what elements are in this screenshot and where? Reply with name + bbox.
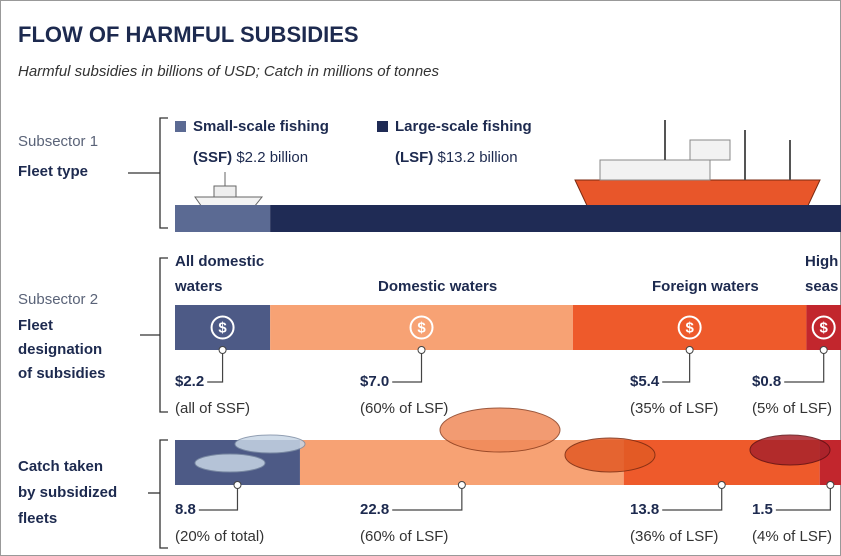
connector-dot — [686, 347, 693, 354]
bar-segment — [270, 205, 841, 232]
value-note: (20% of total) — [175, 528, 264, 545]
bar-segment — [175, 205, 270, 232]
connector-dot — [234, 482, 241, 489]
row-heading: by subsidized — [18, 484, 117, 501]
value-label: 13.8 — [630, 501, 659, 518]
abbr: (SSF) — [193, 149, 232, 166]
row-heading: of subsidies — [18, 365, 106, 382]
value-note: (36% of LSF) — [630, 528, 718, 545]
abbr: (LSF) — [395, 149, 433, 166]
legend-swatch — [175, 121, 186, 132]
row-heading: Fleet — [18, 317, 53, 334]
segment-header: All domestic — [175, 253, 264, 270]
amount: $13.2 billion — [438, 149, 518, 166]
connector-dot — [219, 347, 226, 354]
segment-header: Foreign waters — [652, 278, 759, 295]
subtitle: Harmful subsidies in billions of USD; Ca… — [18, 63, 440, 80]
value-note: (all of SSF) — [175, 400, 250, 417]
row-heading: Fleet type — [18, 163, 88, 180]
dollar-symbol: $ — [685, 319, 694, 336]
dollar-symbol: $ — [820, 319, 829, 336]
value-label: $7.0 — [360, 373, 389, 390]
legend-amount: (SSF) $2.2 billion — [193, 149, 308, 166]
dollar-symbol: $ — [218, 319, 227, 336]
value-label: $0.8 — [752, 373, 781, 390]
infographic: FLOW OF HARMFUL SUBSIDIES Harmful subsid… — [0, 0, 841, 556]
connector-dot — [458, 482, 465, 489]
value-note: (60% of LSF) — [360, 400, 448, 417]
row-heading: designation — [18, 341, 102, 358]
row-heading: fleets — [18, 510, 57, 527]
connector-dot — [820, 347, 827, 354]
value-label: $5.4 — [630, 373, 660, 390]
value-label: 1.5 — [752, 501, 773, 518]
legend-name: Small-scale fishing — [193, 118, 329, 135]
amount: $2.2 billion — [236, 149, 308, 166]
value-label: 22.8 — [360, 501, 389, 518]
value-note: (5% of LSF) — [752, 400, 832, 417]
title: FLOW OF HARMFUL SUBSIDIES — [18, 22, 359, 47]
legend-name: Large-scale fishing — [395, 118, 532, 135]
value-label: $2.2 — [175, 373, 204, 390]
segment-header: seas — [805, 278, 838, 295]
subsector-label: Subsector 1 — [18, 133, 98, 150]
segment-header: waters — [174, 278, 223, 295]
value-label: 8.8 — [175, 501, 196, 518]
dollar-symbol: $ — [417, 319, 426, 336]
connector-dot — [718, 482, 725, 489]
value-note: (4% of LSF) — [752, 528, 832, 545]
legend-amount: (LSF) $13.2 billion — [395, 149, 518, 166]
legend-swatch — [377, 121, 388, 132]
subsector-label: Subsector 2 — [18, 291, 98, 308]
value-note: (60% of LSF) — [360, 528, 448, 545]
connector-dot — [827, 482, 834, 489]
segment-header: Domestic waters — [378, 278, 497, 295]
segment-header: High — [805, 253, 838, 270]
row-heading: Catch taken — [18, 458, 103, 475]
connector-dot — [418, 347, 425, 354]
value-note: (35% of LSF) — [630, 400, 718, 417]
